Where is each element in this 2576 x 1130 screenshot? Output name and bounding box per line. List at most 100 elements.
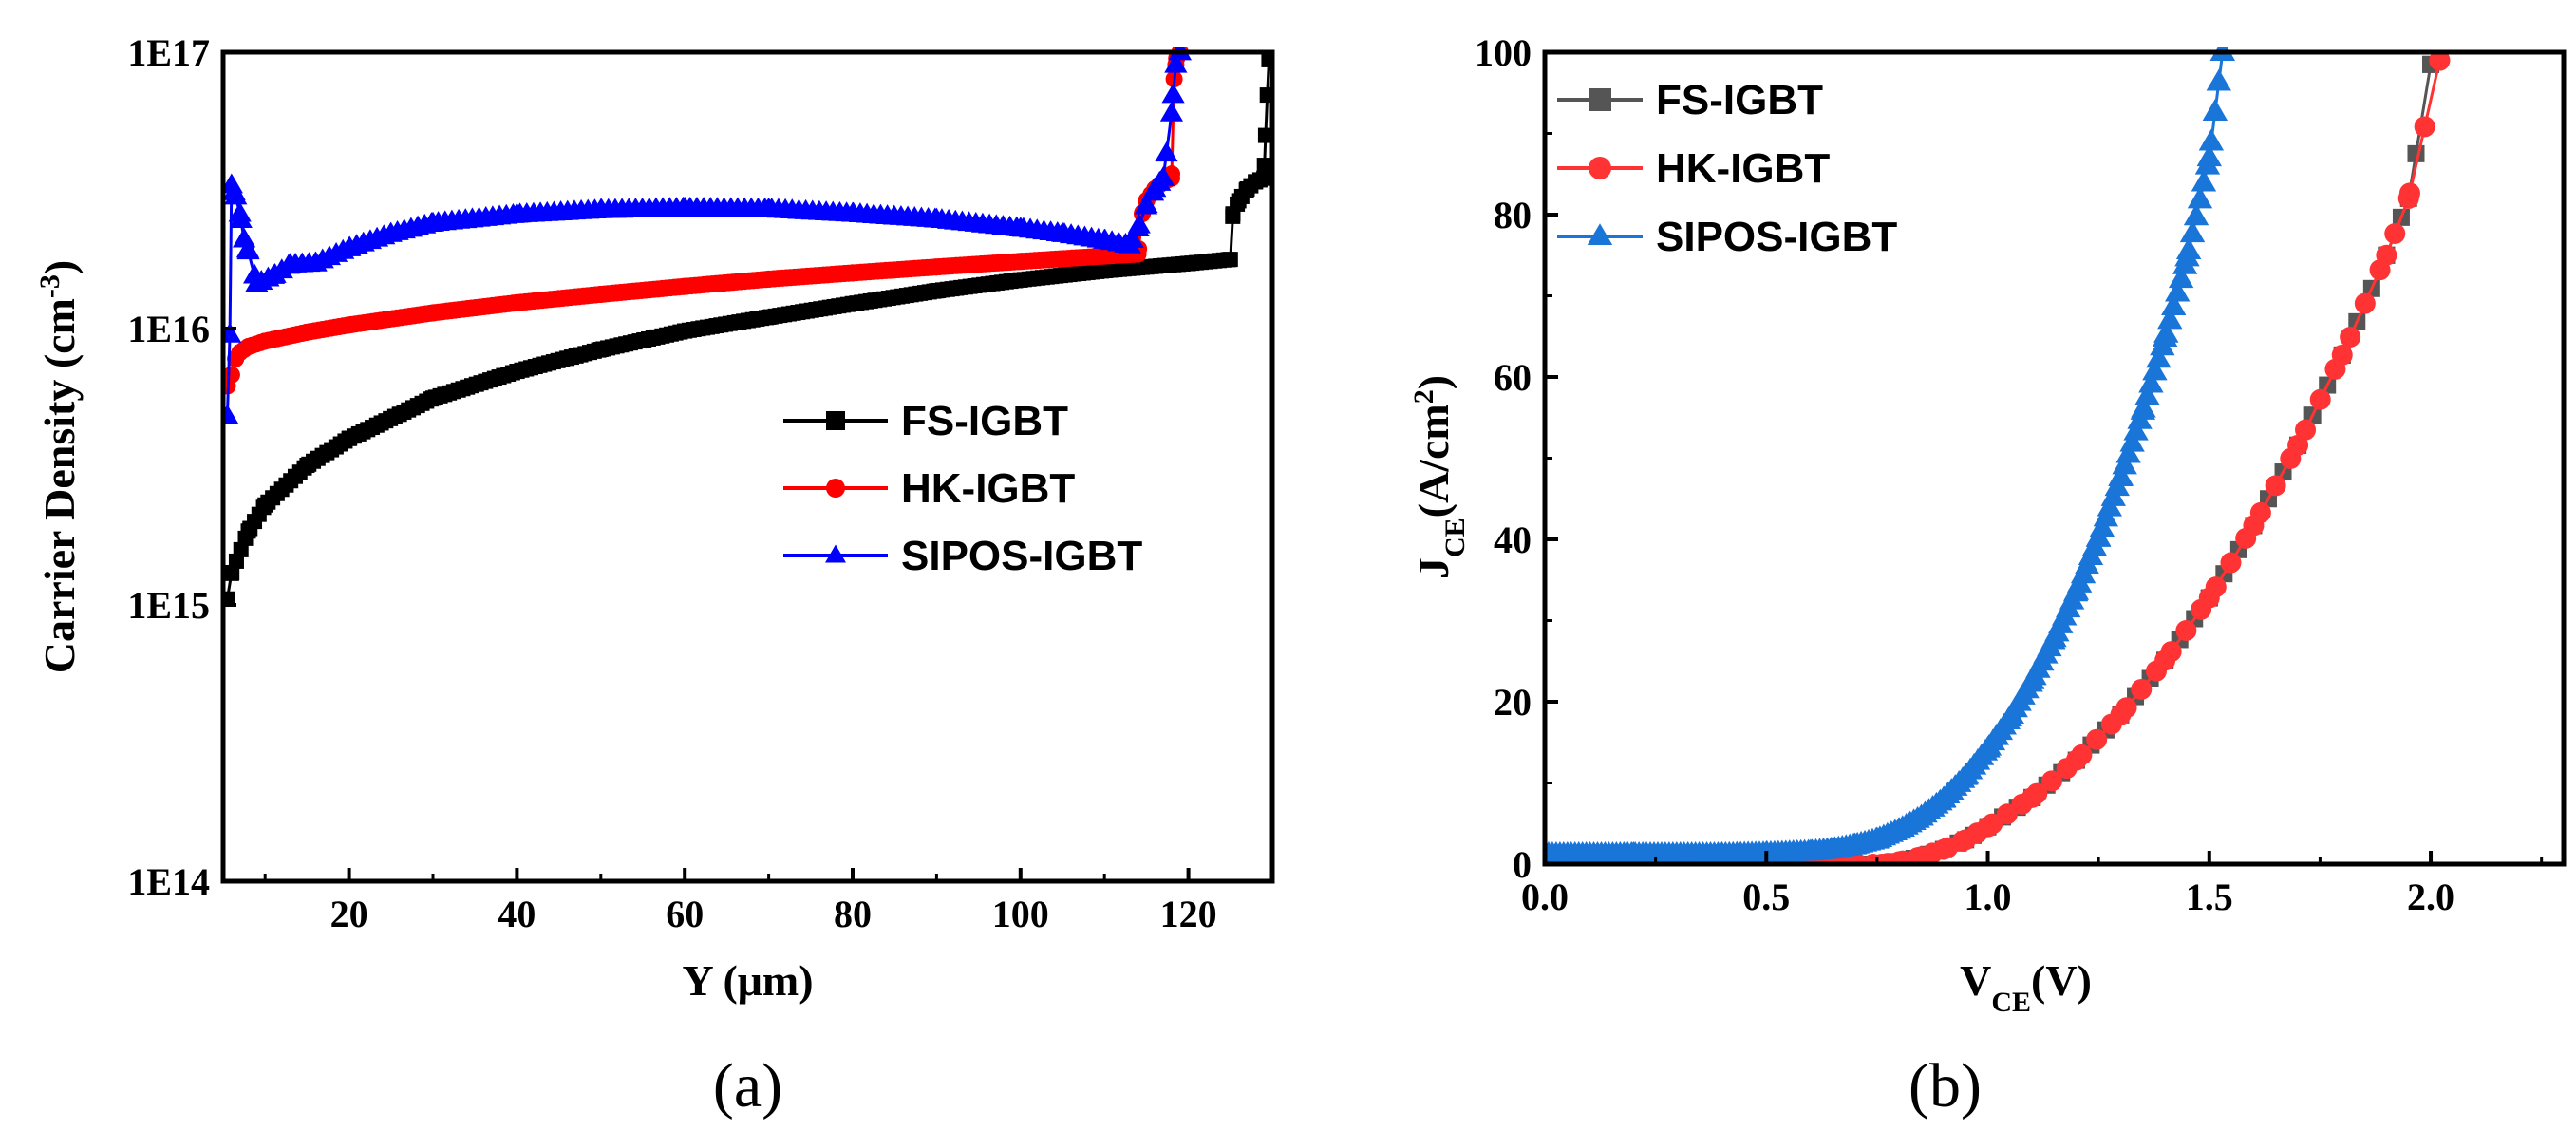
a-data-point-sipos-igbt bbox=[1151, 166, 1175, 186]
a-data-point-hk-igbt bbox=[928, 258, 946, 276]
panel-b-y-axis-title-mid: (A/cm bbox=[1409, 404, 1457, 518]
panel-a-x-axis-title: Y (μm) bbox=[682, 956, 813, 1005]
a-data-point-sipos-igbt bbox=[245, 272, 269, 292]
a-data-point-sipos-igbt bbox=[261, 263, 286, 284]
a-x-tick-label-1: 40 bbox=[498, 893, 536, 935]
b-y-tick-label-0: 0 bbox=[1513, 843, 1532, 886]
b-y-tick-label-5: 100 bbox=[1475, 31, 1532, 74]
b-marker-sipos-igbt bbox=[2138, 370, 2164, 393]
b-marker-sipos-igbt bbox=[2146, 346, 2172, 368]
b-data-point-sipos-igbt bbox=[1621, 840, 1646, 863]
b-marker-hk-igbt bbox=[2220, 552, 2242, 574]
b-series-markers-sipos-igbt bbox=[1545, 47, 2235, 863]
a-data-point-sipos-igbt bbox=[1008, 217, 1032, 236]
a-data-point-hk-igbt bbox=[1096, 247, 1114, 265]
a-data-point-hk-igbt bbox=[676, 277, 694, 295]
a-data-point-sipos-igbt bbox=[1050, 221, 1075, 242]
panel-b-y-axis-title: JCE(A/cm2) bbox=[1408, 375, 1471, 579]
a-data-point-sipos-igbt bbox=[840, 201, 865, 222]
b-x-tick-label-4: 2.0 bbox=[2407, 876, 2454, 918]
panel-a-legend: FS-IGBT HK-IGBT SIPOS-IGBT bbox=[783, 398, 1142, 579]
b-x-tick-label-1: 0.5 bbox=[1742, 876, 1790, 918]
a-data-point-sipos-igbt bbox=[589, 198, 612, 218]
a-data-point-sipos-igbt bbox=[223, 173, 243, 194]
b-data-point-sipos-igbt bbox=[1545, 840, 1558, 863]
b-data-point-hk-igbt bbox=[2065, 749, 2087, 771]
panel-b-caption: (b) bbox=[1908, 1051, 1982, 1121]
b-marker-sipos-igbt bbox=[2142, 358, 2168, 381]
a-legend-marker-fs-igbt bbox=[826, 411, 845, 430]
a-marker-fs-igbt bbox=[1256, 158, 1272, 174]
a-data-point-fs-igbt bbox=[1257, 127, 1272, 143]
b-marker-hk-igbt bbox=[2384, 223, 2406, 245]
a-data-point-hk-igbt bbox=[223, 366, 240, 384]
a-data-point-hk-igbt bbox=[256, 332, 274, 350]
a-data-point-fs-igbt bbox=[1180, 255, 1196, 272]
b-data-point-hk-igbt bbox=[2287, 434, 2309, 456]
b-legend-label-hk-igbt: HK-IGBT bbox=[1656, 145, 1830, 192]
a-data-point-sipos-igbt bbox=[757, 197, 780, 217]
a-x-tick-label-3: 80 bbox=[834, 893, 872, 935]
b-data-point-hk-igbt bbox=[1977, 816, 1999, 838]
b-data-point-hk-igbt bbox=[1955, 829, 1977, 851]
a-data-point-fs-igbt bbox=[1259, 87, 1272, 104]
a-data-point-sipos-igbt bbox=[1143, 177, 1167, 198]
b-data-point-sipos-igbt bbox=[1864, 826, 1890, 849]
a-legend-marker-hk-igbt bbox=[826, 479, 845, 498]
a-data-point-sipos-igbt bbox=[236, 239, 260, 260]
a-data-point-sipos-igbt bbox=[304, 251, 328, 272]
b-legend-marker-hk-igbt bbox=[1589, 157, 1611, 179]
a-data-point-fs-igbt bbox=[240, 523, 256, 539]
b-data-point-sipos-igbt bbox=[1975, 735, 2001, 758]
b-data-point-sipos-igbt bbox=[1797, 838, 1824, 861]
b-legend-marker-fs-igbt bbox=[1589, 88, 1611, 111]
a-data-point-sipos-igbt bbox=[228, 201, 252, 222]
panel-a-y-axis-title-main: Carrier Density (cm bbox=[35, 298, 84, 673]
a-data-point-hk-igbt bbox=[424, 304, 442, 322]
b-data-point-hk-igbt bbox=[1910, 846, 1932, 866]
a-data-point-hk-igbt bbox=[508, 293, 526, 311]
b-data-point-sipos-igbt bbox=[2085, 524, 2112, 547]
a-y-tick-label-1: 1E15 bbox=[127, 584, 210, 627]
b-data-point-hk-igbt bbox=[1932, 838, 1954, 860]
a-data-point-fs-igbt bbox=[223, 591, 235, 607]
b-marker-hk-igbt bbox=[1996, 803, 2018, 825]
b-data-point-sipos-igbt bbox=[2152, 325, 2178, 347]
a-y-tick-label-0: 1E14 bbox=[127, 860, 210, 903]
b-data-point-hk-igbt bbox=[2198, 587, 2220, 609]
a-data-point-fs-igbt bbox=[257, 497, 273, 513]
b-data-point-hk-igbt bbox=[2429, 49, 2451, 71]
a-series-markers-sipos-igbt bbox=[223, 47, 1192, 425]
panel-b-y-axis-title-end: ) bbox=[1409, 375, 1457, 389]
a-data-point-hk-igbt bbox=[760, 270, 778, 288]
b-marker-hk-igbt bbox=[2265, 475, 2286, 497]
b-marker-sipos-igbt bbox=[2168, 266, 2194, 289]
panel-a-ticks: 20 40 60 80 100 120 1E14 1E15 1E16 1E17 bbox=[127, 31, 1216, 935]
b-marker-sipos-igbt bbox=[2206, 68, 2232, 91]
a-data-point-hk-igbt bbox=[340, 316, 358, 334]
a-series-markers-hk-igbt bbox=[223, 47, 1189, 395]
b-marker-sipos-igbt bbox=[2123, 418, 2149, 441]
b-marker-sipos-igbt bbox=[2198, 128, 2225, 151]
a-legend-label-sipos-igbt: SIPOS-IGBT bbox=[901, 533, 1142, 579]
a-data-point-sipos-igbt bbox=[223, 405, 239, 425]
panel-b-legend: FS-IGBT HK-IGBT SIPOS-IGBT bbox=[1557, 77, 1897, 260]
b-marker-hk-igbt bbox=[2309, 388, 2331, 410]
b-series-line-sipos-igbt bbox=[1545, 51, 2225, 857]
panel-b-series bbox=[1545, 47, 2451, 866]
b-data-point-sipos-igbt bbox=[2174, 244, 2200, 267]
a-data-point-fs-igbt bbox=[341, 430, 357, 446]
b-marker-sipos-igbt bbox=[2119, 429, 2145, 452]
a-data-point-sipos-igbt bbox=[1159, 101, 1184, 122]
a-x-tick-label-4: 100 bbox=[992, 893, 1049, 935]
b-y-tick-label-2: 40 bbox=[1494, 518, 1532, 561]
a-data-point-sipos-igbt bbox=[379, 221, 403, 242]
a-marker-fs-igbt bbox=[233, 541, 249, 557]
b-series-clip-group bbox=[1545, 47, 2451, 866]
b-marker-sipos-igbt bbox=[2191, 169, 2217, 192]
a-marker-fs-igbt bbox=[228, 553, 244, 569]
b-legend-marker-sipos-igbt bbox=[1587, 223, 1613, 245]
b-data-point-sipos-igbt bbox=[1952, 763, 1979, 785]
b-marker-sipos-igbt bbox=[2115, 441, 2141, 463]
a-data-point-fs-igbt bbox=[1097, 263, 1113, 279]
